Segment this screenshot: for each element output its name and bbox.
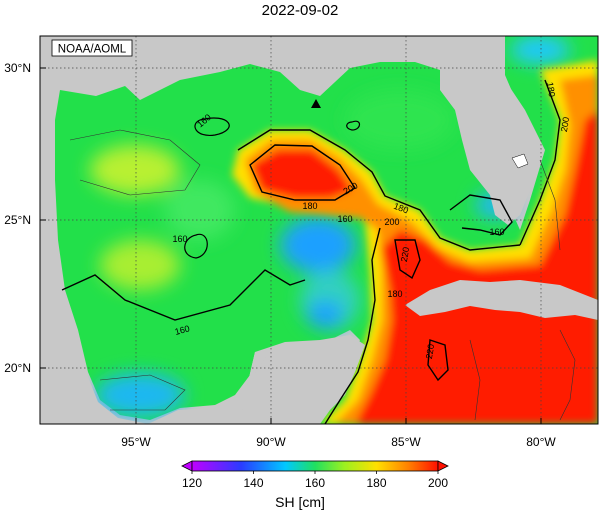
northern-coast-land <box>40 36 505 94</box>
light-green-patch <box>100 240 180 290</box>
lon-label: 85°W <box>391 435 421 449</box>
contour-label: 220 <box>424 343 436 360</box>
light-green-patch <box>90 145 180 195</box>
colorbar-tick: 180 <box>366 476 386 490</box>
lon-label: 90°W <box>256 435 286 449</box>
map-frame <box>39 35 599 425</box>
green-patch <box>345 90 455 150</box>
colorbar-gradient <box>191 460 439 472</box>
lon-label: 95°W <box>121 435 151 449</box>
lon-label: 80°W <box>526 435 556 449</box>
contour-label: 160 <box>489 227 504 237</box>
colorbar-tick: 120 <box>182 476 202 490</box>
colorbar-min-arrow <box>181 460 193 472</box>
station-triangle-icon <box>311 99 321 108</box>
blue-patch <box>95 373 185 417</box>
lat-label: 25°N <box>4 213 31 227</box>
contour-label: 180 <box>302 201 317 211</box>
contour-label: 220 <box>399 246 411 263</box>
contour-label: 160 <box>172 234 187 244</box>
contour-lines <box>61 79 576 424</box>
mexico-land <box>148 352 268 424</box>
cuba-land <box>405 280 598 320</box>
blue-patch <box>510 36 570 64</box>
colorbar-max-arrow <box>437 460 449 472</box>
lat-label: 20°N <box>4 361 31 375</box>
credit-box <box>51 39 133 57</box>
colorbar-tick: 140 <box>243 476 263 490</box>
western-coast-land <box>40 80 148 424</box>
colorbar: 120 140 160 180 200 <box>181 460 449 490</box>
colorbar-tick: 160 <box>305 476 325 490</box>
credit-label: NOAA/AOML <box>58 44 127 56</box>
florida-land <box>440 36 535 225</box>
contour-label: 160 <box>337 214 352 224</box>
colorbar-tick: 200 <box>428 476 448 490</box>
blue-eddy <box>307 301 343 329</box>
island-markers <box>511 153 529 169</box>
contour-label: 200 <box>384 217 399 227</box>
contour-label: 180 <box>387 289 402 299</box>
gridlines <box>40 36 598 424</box>
green-patch <box>165 180 235 240</box>
blue-eddy <box>280 217 356 273</box>
contour-label: 160 <box>174 323 191 337</box>
map-title: 2022-09-02 <box>261 2 339 19</box>
axis-ticks <box>40 67 542 424</box>
warm-water-red <box>355 110 598 424</box>
loop-current-red <box>252 150 352 198</box>
colorbar-label: SH [cm] <box>275 494 325 510</box>
contour-label: 180 <box>392 201 410 216</box>
lat-label: 30°N <box>4 61 31 75</box>
contour-label: 200 <box>559 116 571 133</box>
contour-label: 180 <box>545 81 557 98</box>
